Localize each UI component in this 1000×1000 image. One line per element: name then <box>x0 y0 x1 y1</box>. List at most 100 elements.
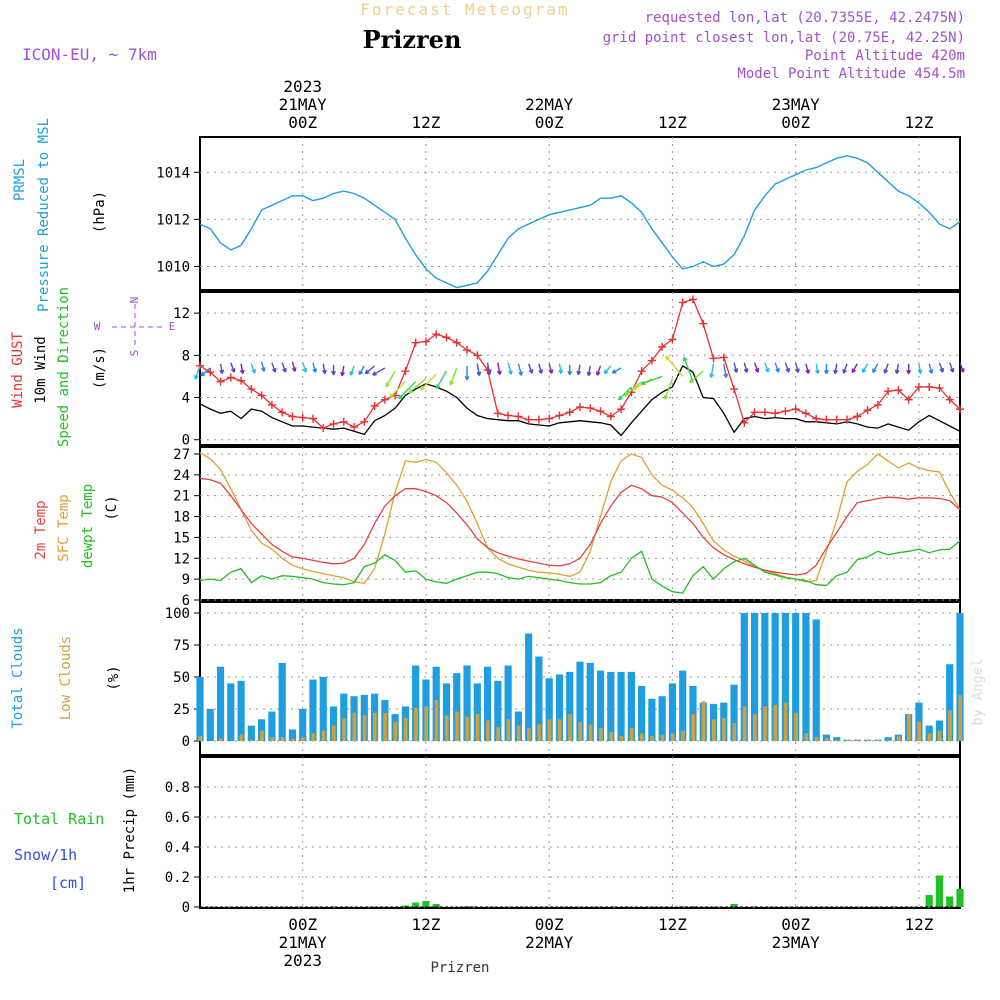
wind-vector-head <box>665 355 670 361</box>
cloud-label-low: Low Clouds <box>58 636 74 720</box>
gust-marker <box>226 373 235 382</box>
clouds-y-tick-label: 100 <box>165 606 190 622</box>
total-cloud-bar <box>473 683 481 741</box>
wind-vector-head <box>851 368 857 373</box>
wind-vector-shaft <box>240 363 244 374</box>
clouds-y-tick-label: 0 <box>182 734 190 750</box>
wind-vector <box>753 362 760 373</box>
low-cloud-bar <box>650 735 654 741</box>
wind-vector-shaft <box>558 363 562 374</box>
temp-panel-frame <box>199 446 961 601</box>
total-cloud-bar <box>822 734 831 741</box>
low-cloud-bar <box>352 712 357 741</box>
gust-marker <box>678 298 687 307</box>
wind-vector-shaft <box>486 362 491 375</box>
wind-vector <box>872 363 879 373</box>
compass-n: N <box>128 297 141 304</box>
low-cloud-bar <box>444 715 449 741</box>
time-tick-label-bottom: 00Z <box>535 915 564 934</box>
wind-vector <box>851 363 858 373</box>
wind-vector <box>794 362 800 373</box>
wind-vector <box>959 362 965 373</box>
rain-bar <box>730 904 738 907</box>
gust-marker <box>781 407 790 416</box>
low-cloud-bar <box>414 707 418 741</box>
wind-vector <box>723 363 729 378</box>
low-cloud-bar <box>270 737 274 741</box>
time-tick-label-top: 12Z <box>658 113 687 132</box>
wind-vector-head <box>949 368 955 373</box>
wind-vector-head <box>754 368 760 373</box>
low-cloud-bar <box>496 726 500 741</box>
gust-marker <box>617 405 626 414</box>
low-cloud-bar <box>660 734 665 741</box>
date-label-bottom: 21MAY <box>279 933 328 952</box>
chart-marks <box>194 155 965 908</box>
total-cloud-bar <box>545 678 553 741</box>
wind-speed-line <box>199 364 858 437</box>
wind-vector-shaft <box>507 362 512 375</box>
total-cloud-bar <box>268 711 276 741</box>
wind-vector-head <box>558 369 564 375</box>
total-cloud-bar <box>771 613 779 741</box>
time-tick-label-top: 12Z <box>904 113 933 132</box>
wind-vector <box>517 363 524 376</box>
low-cloud-bar <box>722 717 726 741</box>
gust-marker <box>699 319 708 328</box>
temp-y-tick-label: 12 <box>173 551 190 567</box>
low-cloud-bar <box>753 714 757 741</box>
precip-y-tick-label: 0.8 <box>165 780 190 796</box>
wind-vector-head <box>805 369 811 374</box>
date-label-top: 23MAY <box>772 95 821 114</box>
low-cloud-bar <box>342 717 346 741</box>
wind-vector-head <box>764 368 770 373</box>
wind-vector <box>861 363 869 373</box>
wind-vector <box>372 367 386 376</box>
gust-marker <box>360 417 369 426</box>
low-cloud-bar <box>619 735 624 741</box>
wind-vector-head <box>624 391 629 397</box>
gust-marker <box>524 415 533 424</box>
wind-vector <box>331 364 336 376</box>
gust-marker <box>956 405 964 414</box>
wind-y-tick-label: 0 <box>182 433 190 449</box>
wind-vector <box>419 373 437 391</box>
wind-vector <box>250 363 256 374</box>
temp-label-sfc: SFC Temp <box>56 494 72 561</box>
wind-vector-head <box>785 368 791 373</box>
gust-marker <box>740 418 749 427</box>
wind-vector <box>611 367 622 374</box>
wind-vector-shaft <box>291 361 296 372</box>
wind-vector-shaft <box>435 370 448 389</box>
gust-marker <box>853 412 862 421</box>
temp-y-tick-label: 9 <box>182 572 190 588</box>
total-cloud-bar <box>555 674 564 741</box>
total-cloud-bar <box>679 670 687 741</box>
total-cloud-bar <box>196 677 204 741</box>
date-label-top: 22MAY <box>525 95 574 114</box>
wind-vector <box>507 362 513 375</box>
total-cloud-bar <box>309 679 317 741</box>
wind-vector <box>389 381 406 398</box>
wind-vector-shaft <box>815 363 819 374</box>
wind-vector-shaft <box>938 362 944 373</box>
wind-vector <box>496 362 502 375</box>
wind-vector-shaft <box>230 362 235 373</box>
precip-label-cm: [cm] <box>50 874 86 892</box>
low-cloud-bar <box>486 720 490 741</box>
pressure-label-prmsl: PRMSL <box>12 159 28 201</box>
wind-vector <box>917 363 923 375</box>
gust-marker <box>801 409 810 418</box>
wind-vector <box>558 363 564 375</box>
date-label-bottom: 23MAY <box>772 933 821 952</box>
low-cloud-bar <box>907 714 911 741</box>
gust-marker <box>606 412 615 421</box>
cloud-labels: Total Clouds Low Clouds (%) <box>10 627 122 728</box>
pressure-panel-frame <box>199 136 961 291</box>
gust-marker <box>586 404 595 413</box>
wind-vector-head <box>200 371 206 377</box>
pressure-labels: PRMSL Pressure Reduced to MSL (hPa) <box>12 118 108 312</box>
wind-vector <box>548 363 554 374</box>
low-cloud-bar <box>568 714 572 741</box>
model-altitude: Model Point Altitude 454.5m <box>737 66 965 82</box>
